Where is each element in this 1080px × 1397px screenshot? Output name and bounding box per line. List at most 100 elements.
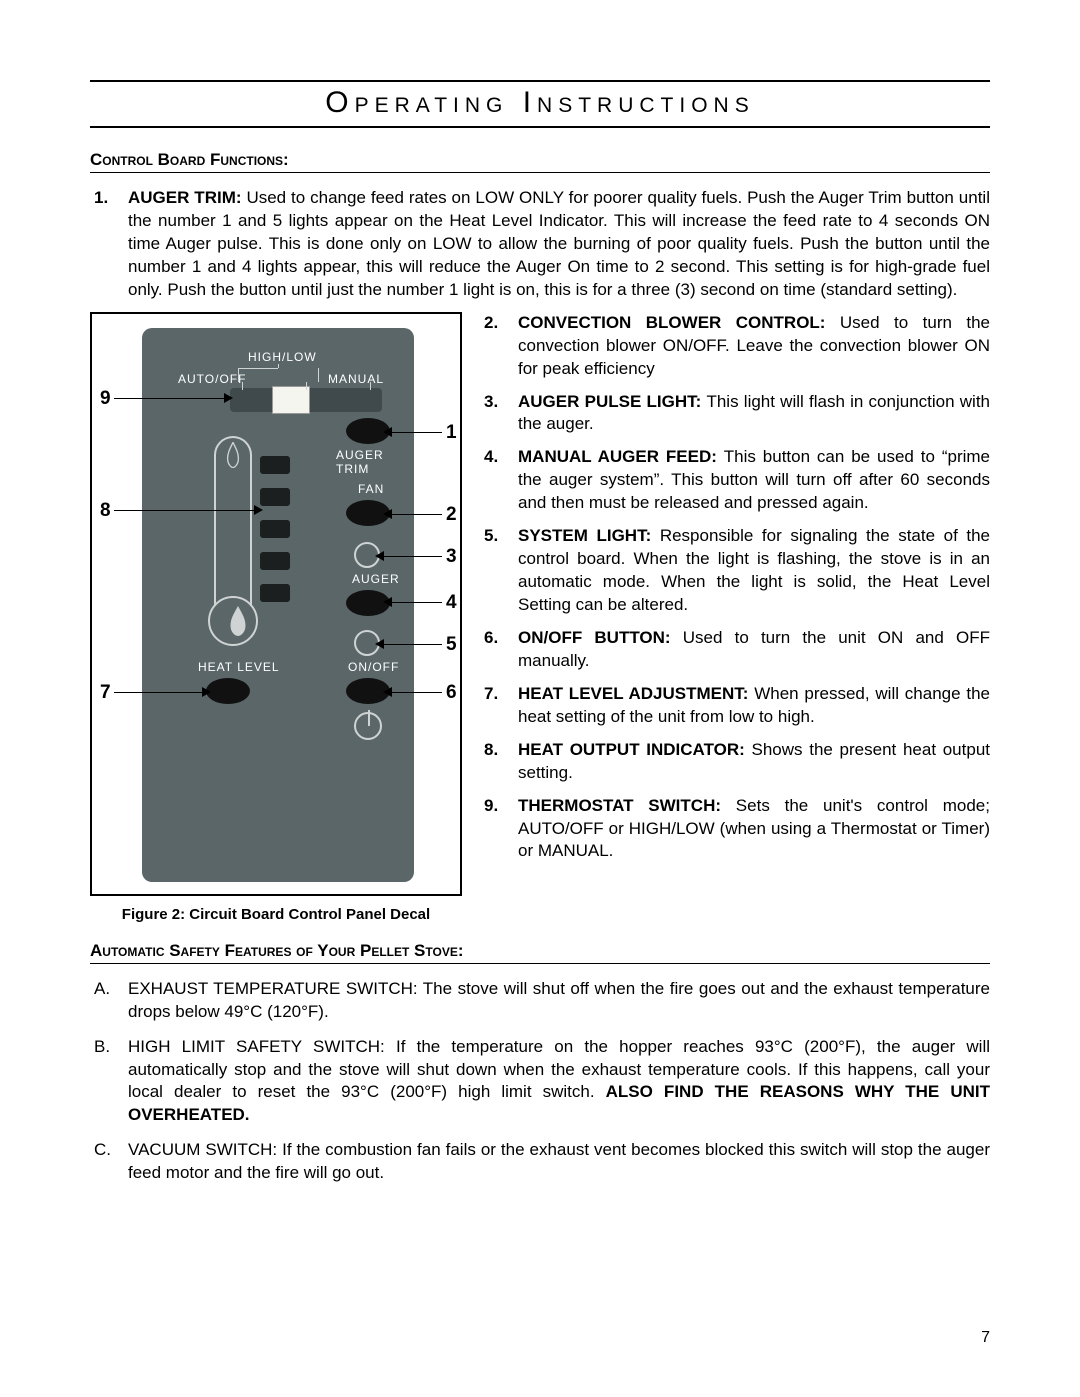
callout-7: 7 bbox=[100, 682, 111, 704]
arrow-icon bbox=[375, 639, 384, 649]
item-number: 8. bbox=[484, 739, 498, 762]
bracket-line bbox=[238, 368, 278, 369]
bracket-line bbox=[278, 364, 279, 368]
item-label: CONVECTION BLOWER CONTROL: bbox=[518, 313, 840, 332]
item-label: AUGER TRIM: bbox=[128, 188, 242, 207]
flame-icon bbox=[226, 606, 250, 636]
bar bbox=[260, 520, 290, 538]
bracket-line bbox=[238, 368, 239, 382]
label-manual: MANUAL bbox=[328, 372, 384, 386]
item-label: SYSTEM LIGHT: bbox=[518, 526, 660, 545]
item-number: 6. bbox=[484, 627, 498, 650]
callout-line bbox=[384, 644, 442, 646]
list-item: 4.MANUAL AUGER FEED: This button can be … bbox=[518, 446, 990, 515]
bar bbox=[260, 456, 290, 474]
callout-2: 2 bbox=[446, 504, 457, 526]
item-label: HEAT LEVEL ADJUSTMENT: bbox=[518, 684, 754, 703]
item-number: 9. bbox=[484, 795, 498, 818]
label-on-off: ON/OFF bbox=[348, 660, 399, 674]
two-column-layout: HIGH/LOW AUTO/OFF MANUAL bbox=[90, 312, 990, 923]
figure-container: HIGH/LOW AUTO/OFF MANUAL bbox=[90, 312, 462, 923]
arrow-icon bbox=[224, 393, 233, 403]
arrow-icon bbox=[383, 509, 392, 519]
arrow-icon bbox=[202, 687, 211, 697]
safety-item: B.HIGH LIMIT SAFETY SWITCH: If the tempe… bbox=[118, 1036, 990, 1128]
callout-line bbox=[114, 510, 254, 512]
item-number: 5. bbox=[484, 525, 498, 548]
switch-tick bbox=[242, 382, 243, 390]
label-fan: FAN bbox=[358, 482, 384, 496]
heat-level-bars bbox=[260, 456, 290, 616]
callout-8: 8 bbox=[100, 500, 111, 522]
page-content: Operating Instructions Control Board Fun… bbox=[0, 0, 1080, 1237]
arrow-icon bbox=[375, 551, 384, 561]
callout-line bbox=[114, 692, 202, 694]
item-letter: B. bbox=[94, 1036, 110, 1059]
item-label: MANUAL AUGER FEED: bbox=[518, 447, 724, 466]
item-label: HEAT OUTPUT INDICATOR: bbox=[518, 740, 752, 759]
callout-line bbox=[384, 556, 442, 558]
arrow-icon bbox=[383, 597, 392, 607]
panel-background: HIGH/LOW AUTO/OFF MANUAL bbox=[142, 328, 414, 882]
right-column-list: 2.CONVECTION BLOWER CONTROL: Used to tur… bbox=[480, 312, 990, 874]
switch-tick bbox=[306, 382, 307, 390]
list-item: 7.HEAT LEVEL ADJUSTMENT: When pressed, w… bbox=[518, 683, 990, 729]
arrow-icon bbox=[383, 687, 392, 697]
list-item: 9.THERMOSTAT SWITCH: Sets the unit's con… bbox=[518, 795, 990, 864]
page-title: Operating Instructions bbox=[90, 80, 990, 128]
switch-tick bbox=[370, 382, 371, 390]
item-label: AUGER PULSE LIGHT: bbox=[518, 392, 706, 411]
callout-5: 5 bbox=[446, 634, 457, 656]
item-number: 3. bbox=[484, 391, 498, 414]
item-number: 4. bbox=[484, 446, 498, 469]
bar bbox=[260, 584, 290, 602]
list-item: 8.HEAT OUTPUT INDICATOR: Shows the prese… bbox=[518, 739, 990, 785]
bracket-line bbox=[318, 368, 319, 382]
control-panel-diagram: HIGH/LOW AUTO/OFF MANUAL bbox=[90, 312, 462, 896]
flame-icon bbox=[224, 442, 242, 468]
callout-line bbox=[114, 398, 224, 400]
callout-line bbox=[392, 602, 442, 604]
safety-item: A.EXHAUST TEMPERATURE SWITCH: The stove … bbox=[118, 978, 990, 1024]
section-header-safety: Automatic Safety Features of Your Pellet… bbox=[90, 941, 990, 964]
callout-line bbox=[392, 692, 442, 694]
arrow-icon bbox=[254, 505, 263, 515]
callout-line bbox=[392, 432, 442, 434]
figure-caption: Figure 2: Circuit Board Control Panel De… bbox=[90, 906, 462, 923]
label-heat-level: HEAT LEVEL bbox=[198, 660, 280, 674]
label-auto-off: AUTO/OFF bbox=[178, 372, 246, 386]
item-letter: C. bbox=[94, 1139, 111, 1162]
item-text: EXHAUST TEMPERATURE SWITCH: The stove wi… bbox=[128, 979, 990, 1021]
callout-1: 1 bbox=[446, 422, 457, 444]
list-item: 6.ON/OFF BUTTON: Used to turn the unit O… bbox=[518, 627, 990, 673]
item-1-container: 1. AUGER TRIM: Used to change feed rates… bbox=[90, 187, 990, 302]
item-number: 2. bbox=[484, 312, 498, 335]
list-item: 3.AUGER PULSE LIGHT: This light will fla… bbox=[518, 391, 990, 437]
list-item: 2.CONVECTION BLOWER CONTROL: Used to tur… bbox=[518, 312, 990, 381]
heat-output-indicator-icon bbox=[214, 436, 252, 640]
page-number: 7 bbox=[981, 1329, 990, 1347]
safety-feature-list: A.EXHAUST TEMPERATURE SWITCH: The stove … bbox=[90, 978, 990, 1186]
item-label: ON/OFF BUTTON: bbox=[518, 628, 683, 647]
list-item: 1. AUGER TRIM: Used to change feed rates… bbox=[128, 187, 990, 302]
callout-6: 6 bbox=[446, 682, 457, 704]
callout-line bbox=[392, 514, 442, 516]
item-text: Used to change feed rates on LOW ONLY fo… bbox=[128, 188, 990, 299]
thermostat-switch-knob bbox=[272, 386, 310, 414]
callout-3: 3 bbox=[446, 546, 457, 568]
callout-4: 4 bbox=[446, 592, 457, 614]
item-label: THERMOSTAT SWITCH: bbox=[518, 796, 736, 815]
safety-item: C.VACUUM SWITCH: If the combustion fan f… bbox=[118, 1139, 990, 1185]
list-item: 5.SYSTEM LIGHT: Responsible for signalin… bbox=[518, 525, 990, 617]
item-number: 7. bbox=[484, 683, 498, 706]
item-number: 1. bbox=[94, 187, 108, 210]
label-auger-trim: AUGER TRIM bbox=[336, 448, 414, 476]
arrow-icon bbox=[383, 427, 392, 437]
label-high-low: HIGH/LOW bbox=[248, 350, 317, 364]
heat-level-button bbox=[206, 678, 250, 704]
power-icon bbox=[354, 712, 382, 740]
bar bbox=[260, 488, 290, 506]
callout-9: 9 bbox=[100, 388, 111, 410]
bar bbox=[260, 552, 290, 570]
section-header-control-board: Control Board Functions: bbox=[90, 150, 990, 173]
